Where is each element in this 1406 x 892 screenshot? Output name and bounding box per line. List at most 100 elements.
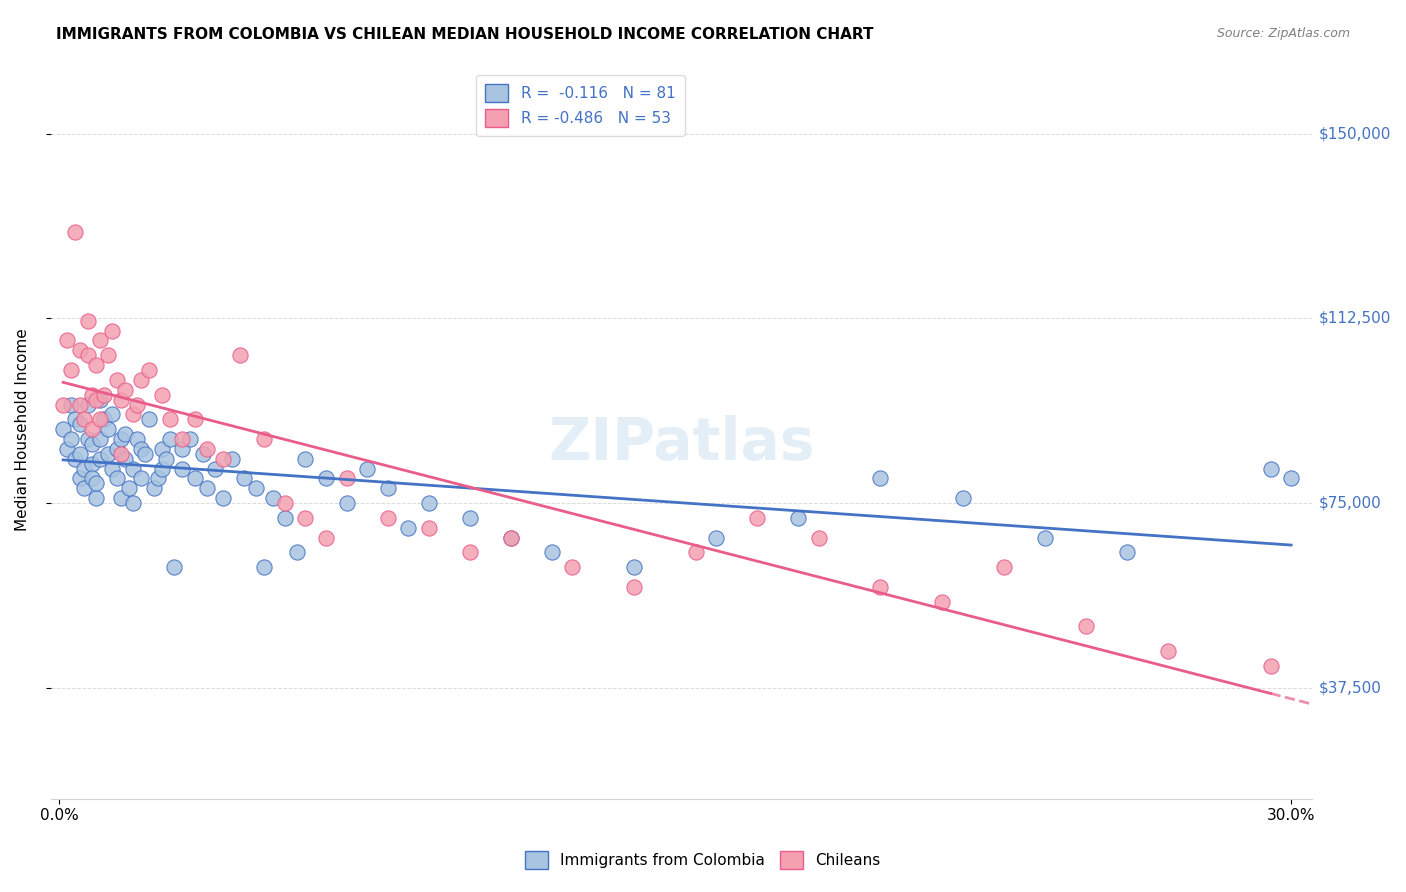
Point: [212, 491, 235, 505]
Point: [105, 471, 128, 485]
Point: [129, 442, 152, 456]
Point: [114, 383, 136, 397]
Point: [97, 422, 120, 436]
Text: IMMIGRANTS FROM COLOMBIA VS CHILEAN MEDIAN HOUSEHOLD INCOME CORRELATION CHART: IMMIGRANTS FROM COLOMBIA VS CHILEAN MEDI…: [56, 27, 873, 42]
Point: [807, 531, 830, 545]
Point: [114, 427, 136, 442]
Point: [89, 432, 111, 446]
Point: [787, 511, 810, 525]
Point: [195, 442, 218, 456]
Point: [65, 451, 87, 466]
Point: [221, 451, 243, 466]
Point: [56, 334, 79, 348]
Point: [253, 432, 276, 446]
Point: [172, 442, 194, 456]
Point: [418, 496, 440, 510]
Point: [163, 560, 186, 574]
Point: [73, 461, 96, 475]
Point: [377, 511, 399, 525]
Point: [52, 398, 75, 412]
Point: [458, 545, 481, 559]
Point: [195, 481, 218, 495]
Point: [499, 531, 522, 545]
Point: [125, 432, 148, 446]
Text: Source: ZipAtlas.com: Source: ZipAtlas.com: [1216, 27, 1350, 40]
Point: [114, 451, 136, 466]
Point: [191, 447, 214, 461]
Point: [69, 398, 91, 412]
Point: [315, 531, 337, 545]
Point: [212, 451, 235, 466]
Point: [80, 437, 103, 451]
Point: [159, 412, 181, 426]
Point: [69, 343, 91, 358]
Point: [110, 491, 132, 505]
Point: [65, 412, 87, 426]
Point: [294, 511, 316, 525]
Point: [253, 560, 276, 574]
Point: [396, 521, 419, 535]
Point: [89, 451, 111, 466]
Text: $37,500: $37,500: [1319, 681, 1382, 696]
Text: $75,000: $75,000: [1319, 496, 1381, 510]
Point: [159, 432, 181, 446]
Point: [150, 442, 173, 456]
Point: [56, 442, 79, 456]
Point: [138, 363, 160, 377]
Legend: R =  -0.116   N = 81, R = -0.486   N = 53: R = -0.116 N = 81, R = -0.486 N = 53: [477, 75, 685, 136]
Point: [97, 348, 120, 362]
Point: [84, 358, 107, 372]
Point: [285, 545, 308, 559]
Point: [245, 481, 267, 495]
Point: [110, 432, 132, 446]
Point: [84, 392, 107, 407]
Point: [138, 412, 160, 426]
Point: [89, 412, 111, 426]
Point: [142, 481, 165, 495]
Point: [80, 387, 103, 401]
Point: [76, 314, 98, 328]
Y-axis label: Median Household Income: Median Household Income: [15, 327, 30, 531]
Point: [183, 471, 205, 485]
Point: [93, 387, 115, 401]
Point: [1033, 531, 1056, 545]
Point: [101, 408, 124, 422]
Point: [69, 417, 91, 432]
Point: [89, 392, 111, 407]
Point: [129, 471, 152, 485]
Point: [60, 398, 83, 412]
Point: [155, 451, 177, 466]
Point: [704, 531, 727, 545]
Point: [274, 511, 297, 525]
Point: [183, 412, 205, 426]
Text: ZIPatlas: ZIPatlas: [548, 416, 814, 473]
Point: [134, 447, 156, 461]
Point: [150, 461, 173, 475]
Point: [129, 373, 152, 387]
Point: [993, 560, 1015, 574]
Point: [93, 412, 115, 426]
Point: [84, 491, 107, 505]
Point: [110, 447, 132, 461]
Point: [685, 545, 707, 559]
Point: [69, 471, 91, 485]
Point: [204, 461, 226, 475]
Point: [1279, 471, 1302, 485]
Point: [105, 442, 128, 456]
Point: [274, 496, 297, 510]
Point: [229, 348, 252, 362]
Point: [1260, 658, 1282, 673]
Point: [118, 481, 141, 495]
Point: [73, 412, 96, 426]
Point: [150, 387, 173, 401]
Point: [1157, 644, 1180, 658]
Point: [172, 432, 194, 446]
Point: [73, 481, 96, 495]
Point: [146, 471, 169, 485]
Point: [179, 432, 201, 446]
Point: [76, 398, 98, 412]
Point: [869, 580, 891, 594]
Text: $150,000: $150,000: [1319, 126, 1391, 141]
Point: [952, 491, 974, 505]
Point: [869, 471, 891, 485]
